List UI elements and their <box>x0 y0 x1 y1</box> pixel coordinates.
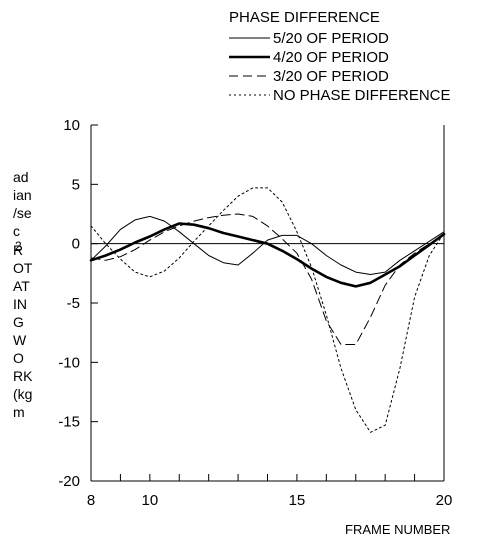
series-line-thin-solid <box>90 215 445 275</box>
y-axis-title-fragment: R <box>13 242 23 258</box>
x-tick-label: 15 <box>289 492 306 509</box>
y-tick-label: -5 <box>67 295 80 312</box>
legend-label: 4/20 OF PERIOD <box>273 49 389 66</box>
y-axis-title-fragment: 2 <box>15 239 22 253</box>
y-tick-label: -20 <box>58 473 80 490</box>
legend-label: NO PHASE DIFFERENCE <box>273 87 451 104</box>
x-axis-title: FRAME NUMBER <box>345 522 450 537</box>
y-axis-title-fragment: OT <box>13 260 33 276</box>
ticks <box>90 124 445 482</box>
y-axis-title-fragment: O <box>13 350 24 366</box>
tick-labels: 8 10 15 20 10 5 0 -5 -10 -15 -20 <box>58 117 452 509</box>
y-axis-title: ad ian/se c2R OT AT IN GWO RK (kg m <box>13 169 33 420</box>
y-tick-label: 0 <box>72 236 80 253</box>
y-axis-title-fragment: (kg <box>13 386 32 402</box>
legend-label: 3/20 OF PERIOD <box>273 68 389 85</box>
x-tick-label: 10 <box>141 492 158 509</box>
x-tick-label: 8 <box>87 492 95 509</box>
y-tick-label: -15 <box>58 414 80 431</box>
y-axis-title-fragment: IN <box>13 296 27 312</box>
y-axis-title-fragment: ian <box>13 187 32 203</box>
y-axis-title-fragment: c <box>13 223 20 239</box>
x-tick-label: 20 <box>436 492 453 509</box>
y-axis-title-fragment: /se <box>13 205 32 221</box>
legend: PHASE DIFFERENCE 5/20 OF PERIOD 4/20 OF P… <box>229 9 451 104</box>
y-axis-title-fragment: G <box>13 314 24 330</box>
y-axis-title-fragment: m <box>13 404 25 420</box>
plot-frame <box>90 125 445 482</box>
series-line-dashed <box>90 213 445 345</box>
series-line-dotted <box>90 187 445 433</box>
y-axis-title-fragment: ad <box>13 169 29 185</box>
y-axis-title-fragment: RK <box>13 368 33 384</box>
legend-label: 5/20 OF PERIOD <box>273 30 389 47</box>
legend-title: PHASE DIFFERENCE <box>229 9 380 26</box>
y-axis-title-fragment: W <box>13 332 27 348</box>
series-line-thick-solid <box>89 222 446 288</box>
y-tick-label: -10 <box>58 354 80 371</box>
y-axis-title-fragment: AT <box>13 278 30 294</box>
y-tick-label: 5 <box>72 176 80 193</box>
y-tick-label: 10 <box>63 117 80 134</box>
series-lines <box>89 187 446 433</box>
